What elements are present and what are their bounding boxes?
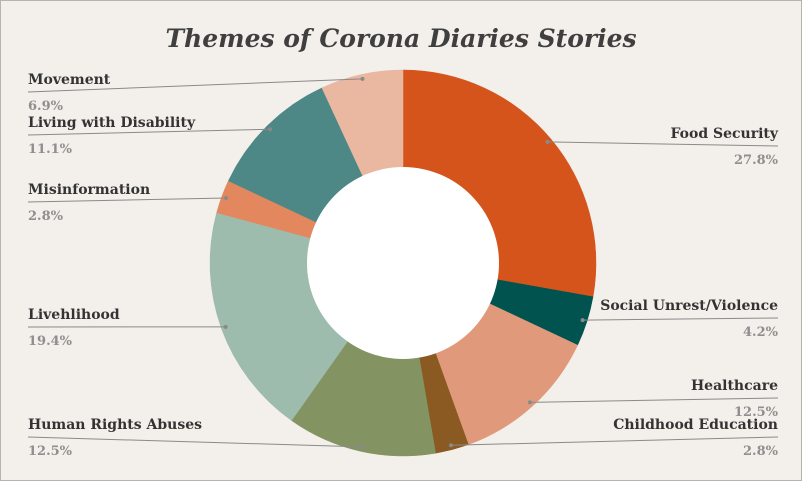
label-misinformation: Misinformation [28, 182, 150, 198]
label-childhood-education: Childhood Education [613, 417, 778, 433]
label-livehlihood: Livehlihood [28, 307, 120, 323]
leader-line-healthcare [529, 397, 779, 403]
leader-line-human-rights-abuses [27, 436, 362, 448]
value-living-with-disability: 11.1% [28, 142, 73, 157]
value-social-unrest-violence: 4.2% [743, 325, 779, 340]
label-healthcare: Healthcare [691, 378, 778, 394]
leader-line-living-with-disability [27, 128, 271, 136]
leader-dot-childhood-education [449, 443, 454, 448]
leader-dot-food-security [545, 139, 550, 144]
label-living-with-disability: Living with Disability [28, 115, 196, 131]
leader-dot-human-rights-abuses [359, 444, 364, 449]
label-social-unrest-violence: Social Unrest/Violence [600, 298, 778, 314]
value-childhood-education: 2.8% [743, 444, 779, 459]
leader-line-childhood-education [451, 436, 779, 446]
leader-dot-social-unrest-violence [580, 318, 585, 323]
leader-dot-livehlihood [223, 324, 228, 329]
leader-dot-living-with-disability [268, 127, 273, 132]
leader-line-social-unrest-violence [582, 317, 779, 321]
leader-line-movement [27, 78, 363, 93]
leader-dot-healthcare [527, 400, 532, 405]
label-movement: Movement [28, 72, 111, 88]
leader-line-food-security [547, 141, 779, 147]
leader-line-misinformation [27, 197, 227, 203]
label-food-security: Food Security [670, 126, 778, 142]
leader-dot-movement [360, 76, 365, 81]
value-misinformation: 2.8% [28, 209, 64, 224]
chart-title: Themes of Corona Diaries Stories [165, 24, 637, 53]
slice-livehlihood[interactable] [209, 212, 348, 421]
label-human-rights-abuses: Human Rights Abuses [28, 417, 202, 433]
donut-hole [307, 167, 499, 359]
value-healthcare: 12.5% [734, 405, 779, 420]
value-human-rights-abuses: 12.5% [28, 444, 73, 459]
value-food-security: 27.8% [734, 153, 779, 168]
value-livehlihood: 19.4% [28, 334, 73, 349]
value-movement: 6.9% [28, 99, 64, 114]
leader-dot-misinformation [224, 196, 229, 201]
